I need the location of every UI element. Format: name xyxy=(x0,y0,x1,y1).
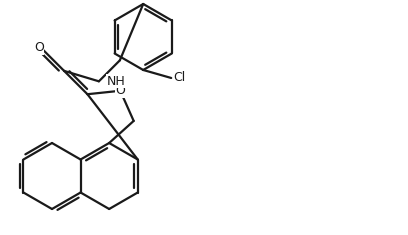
Text: O: O xyxy=(34,41,44,54)
Text: O: O xyxy=(115,84,125,97)
Text: Cl: Cl xyxy=(173,71,186,84)
Text: NH: NH xyxy=(107,75,126,88)
